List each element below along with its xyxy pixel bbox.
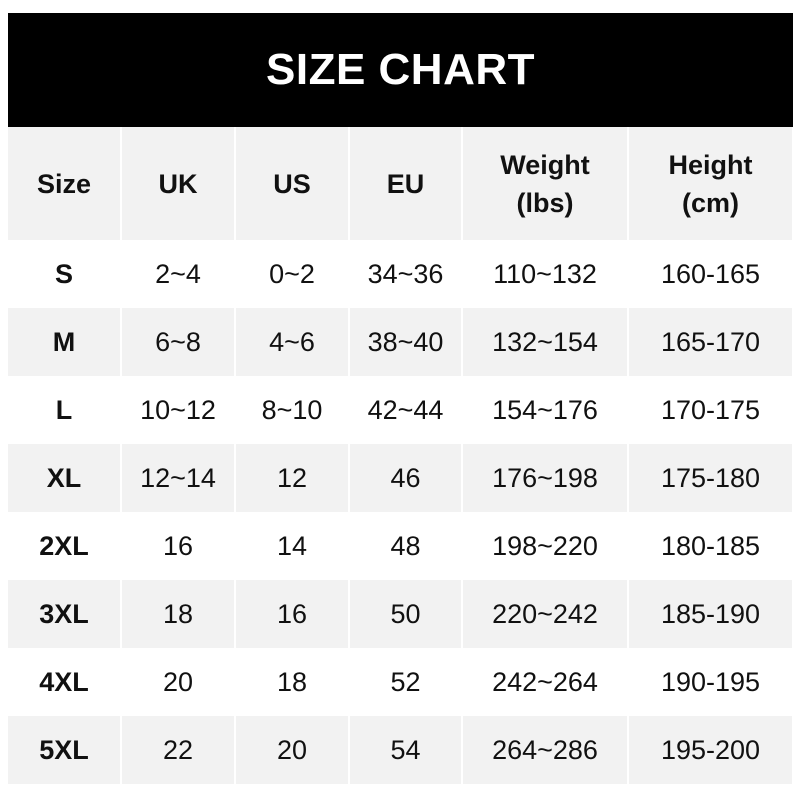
cell-size: 3XL [8,580,122,648]
cell-us: 18 [235,648,350,716]
cell-size: S [8,240,122,308]
cell-eu: 54 [349,716,463,784]
header-row: Size UK US EU Weight (lbs) Height (cm) [8,127,794,240]
cell-weight: 110~132 [462,240,629,308]
table-row: 4XL 20 18 52 242~264 190-195 [8,648,794,716]
size-chart-table: Size UK US EU Weight (lbs) Height (cm) S 2~4 0~… [8,127,794,784]
cell-weight: 264~286 [462,716,629,784]
cell-uk: 18 [121,580,236,648]
cell-uk: 6~8 [121,308,236,376]
cell-uk: 10~12 [121,376,236,444]
cell-weight: 154~176 [462,376,629,444]
column-header-uk: UK [121,127,236,240]
cell-size: 4XL [8,648,122,716]
cell-height: 160-165 [628,240,794,308]
cell-uk: 2~4 [121,240,236,308]
cell-height: 170-175 [628,376,794,444]
cell-size: L [8,376,122,444]
column-header-eu: EU [349,127,463,240]
cell-weight: 220~242 [462,580,629,648]
size-chart-title: SIZE CHART [8,13,793,127]
cell-height: 190-195 [628,648,794,716]
cell-us: 14 [235,512,350,580]
cell-eu: 42~44 [349,376,463,444]
cell-us: 8~10 [235,376,350,444]
cell-height: 175-180 [628,444,794,512]
cell-height: 180-185 [628,512,794,580]
cell-us: 4~6 [235,308,350,376]
table-row: M 6~8 4~6 38~40 132~154 165-170 [8,308,794,376]
table-row: XL 12~14 12 46 176~198 175-180 [8,444,794,512]
cell-weight: 198~220 [462,512,629,580]
column-header-size: Size [8,127,122,240]
table-row: 3XL 18 16 50 220~242 185-190 [8,580,794,648]
cell-us: 0~2 [235,240,350,308]
cell-uk: 16 [121,512,236,580]
cell-uk: 20 [121,648,236,716]
cell-eu: 50 [349,580,463,648]
cell-eu: 48 [349,512,463,580]
table-row: L 10~12 8~10 42~44 154~176 170-175 [8,376,794,444]
cell-eu: 34~36 [349,240,463,308]
cell-weight: 176~198 [462,444,629,512]
cell-eu: 46 [349,444,463,512]
cell-us: 16 [235,580,350,648]
cell-weight: 132~154 [462,308,629,376]
cell-size: 5XL [8,716,122,784]
cell-eu: 52 [349,648,463,716]
cell-height: 185-190 [628,580,794,648]
cell-size: M [8,308,122,376]
cell-uk: 22 [121,716,236,784]
cell-uk: 12~14 [121,444,236,512]
table-row: S 2~4 0~2 34~36 110~132 160-165 [8,240,794,308]
cell-height: 195-200 [628,716,794,784]
cell-height: 165-170 [628,308,794,376]
cell-eu: 38~40 [349,308,463,376]
cell-size: XL [8,444,122,512]
cell-size: 2XL [8,512,122,580]
cell-weight: 242~264 [462,648,629,716]
column-header-us: US [235,127,350,240]
column-header-height: Height (cm) [628,127,794,240]
table-row: 5XL 22 20 54 264~286 195-200 [8,716,794,784]
cell-us: 20 [235,716,350,784]
column-header-weight: Weight (lbs) [462,127,629,240]
cell-us: 12 [235,444,350,512]
table-row: 2XL 16 14 48 198~220 180-185 [8,512,794,580]
